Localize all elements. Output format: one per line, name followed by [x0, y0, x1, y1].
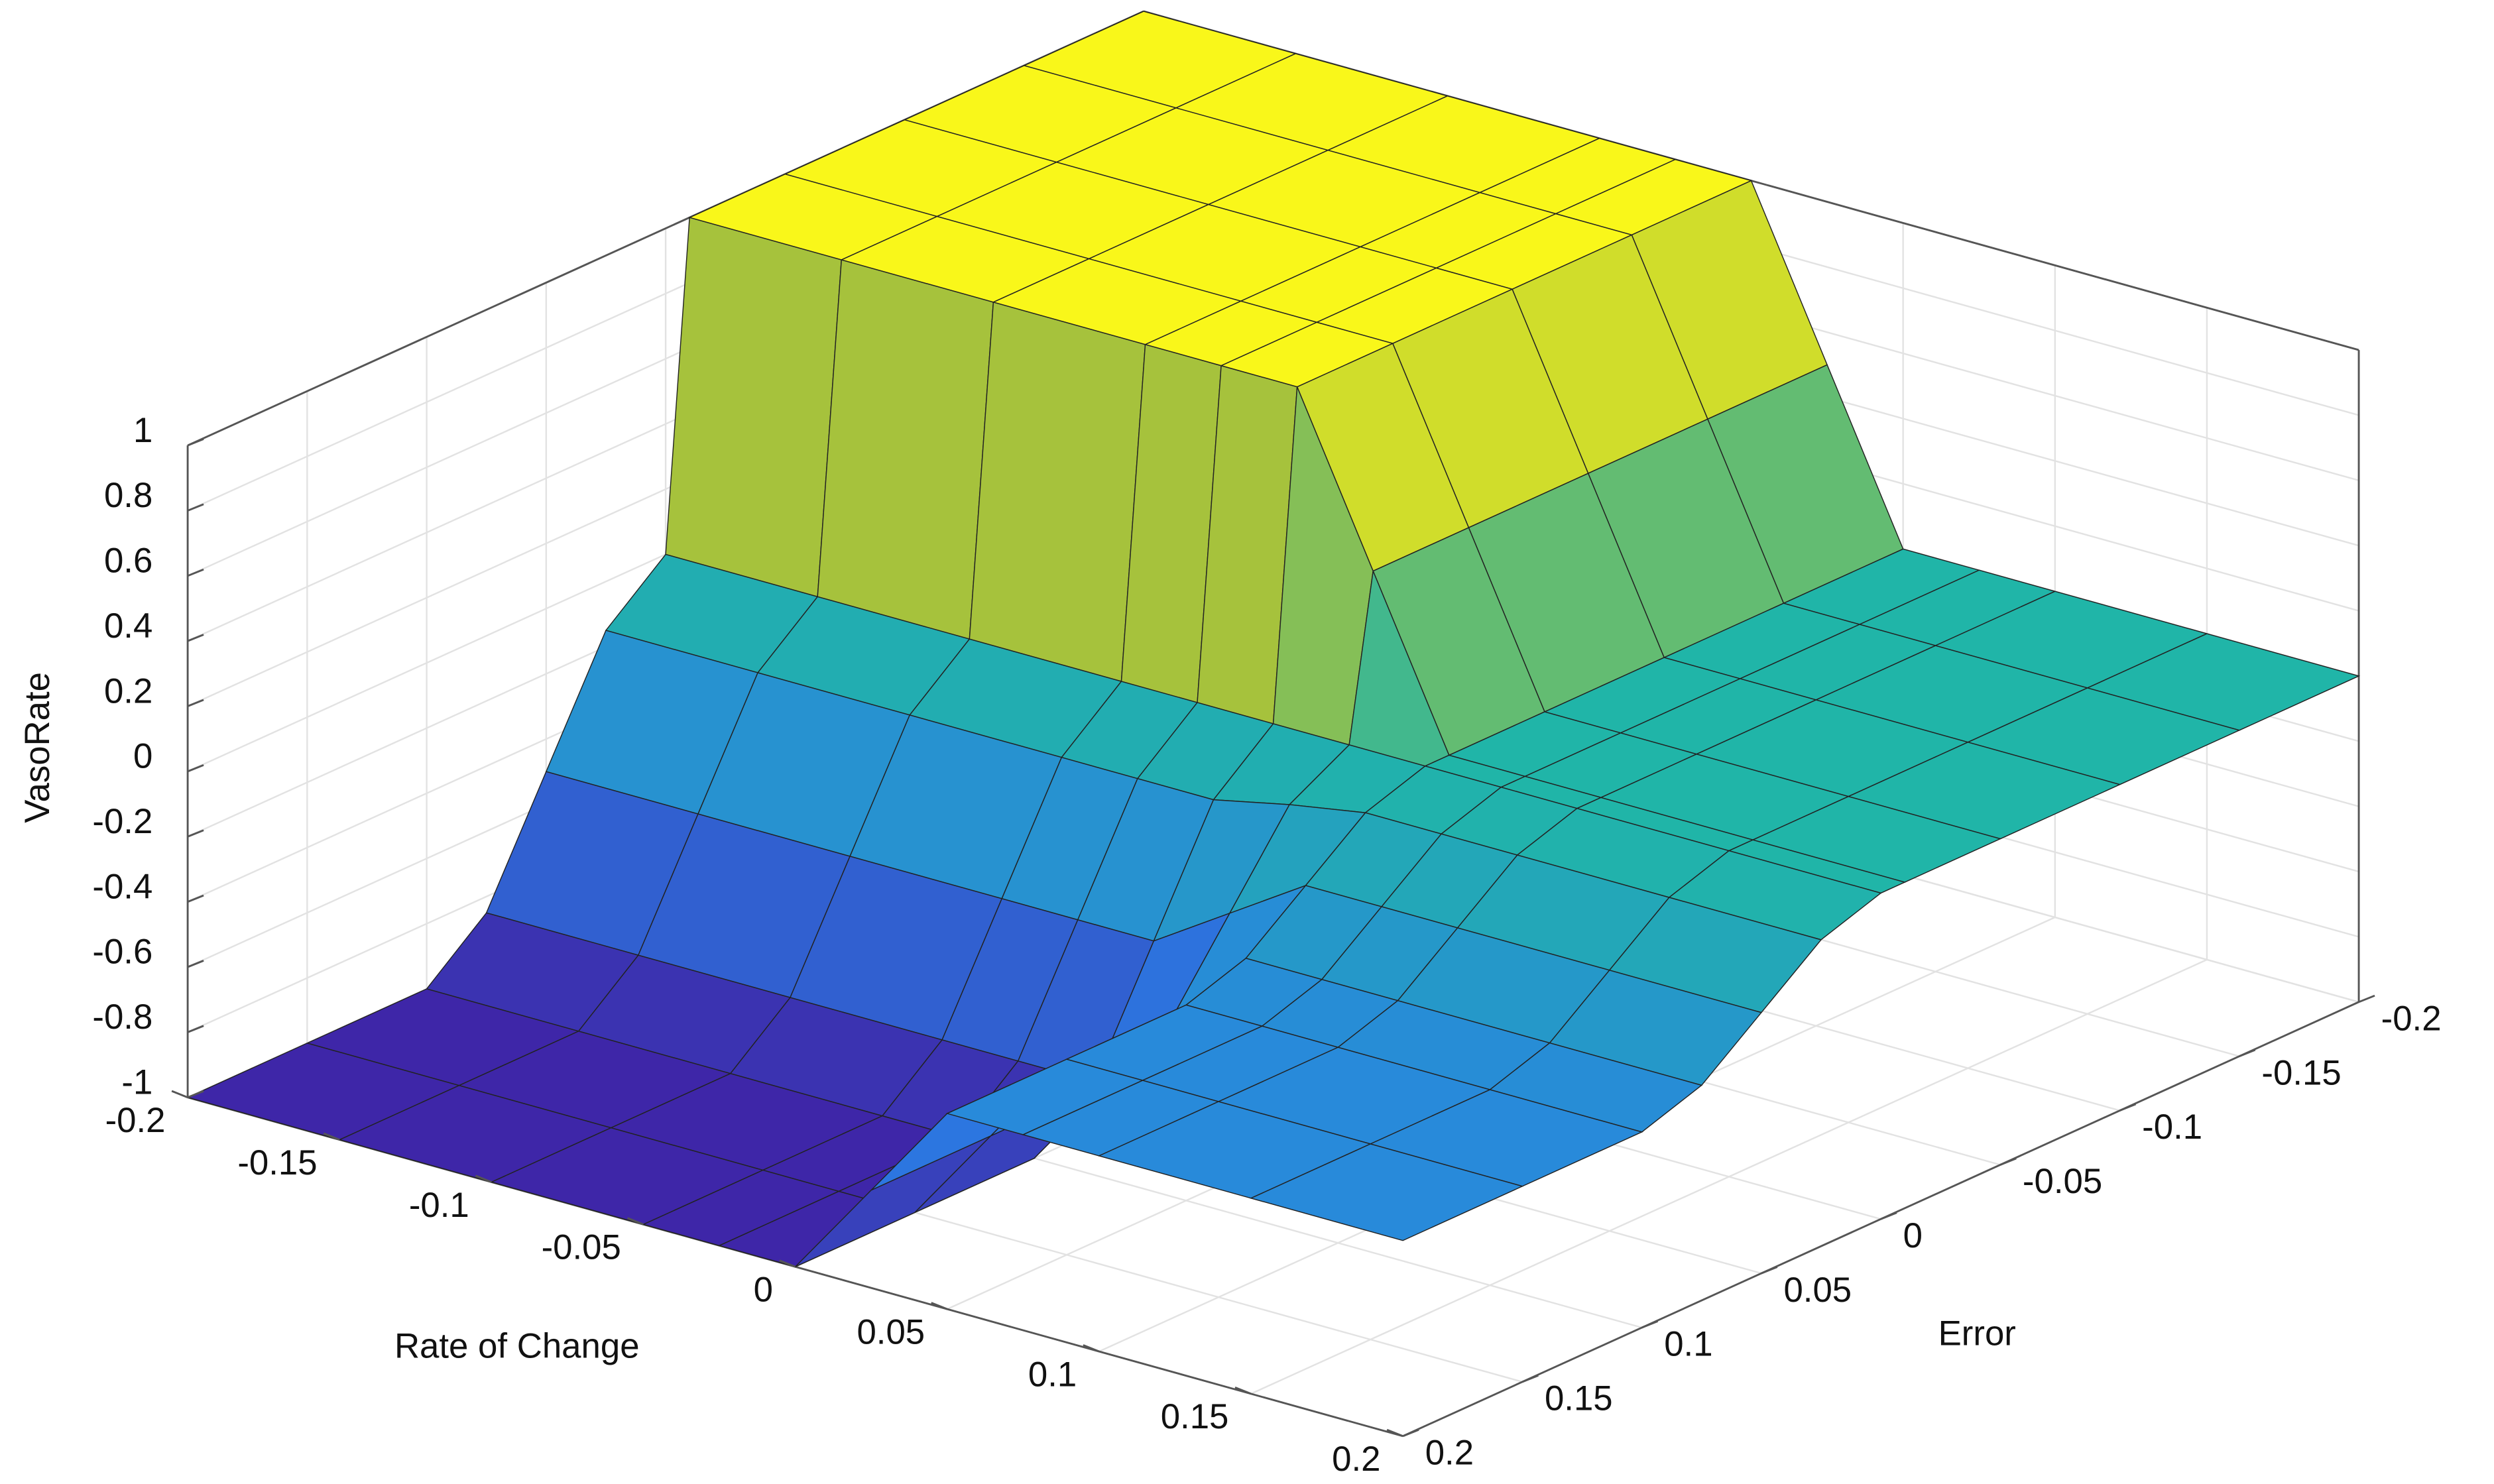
y-axis-label: Error	[1938, 1314, 2016, 1353]
y-tick	[1641, 1320, 1659, 1329]
z-tick	[187, 568, 204, 577]
x-tick-label: -0.15	[237, 1143, 317, 1182]
y-tick	[1402, 1428, 1419, 1438]
x-tick-label: 0.15	[1161, 1397, 1229, 1436]
y-tick-label: -0.05	[2023, 1162, 2102, 1201]
surface-cell	[817, 259, 994, 640]
axes-layer: -0.2 -0.15 -0.1 -0.05 0 0.05 0.1 0.15 0.2 -0.2 -0.…	[92, 411, 2441, 1479]
x-tick	[779, 1259, 796, 1268]
x-tick-label: 0.05	[857, 1312, 925, 1351]
y-tick	[1999, 1157, 2017, 1166]
x-tick	[1083, 1344, 1100, 1353]
y-tick	[2119, 1103, 2137, 1112]
y-tick	[1880, 1212, 1897, 1220]
y-tick	[2358, 994, 2375, 1003]
z-tick	[187, 438, 204, 447]
surface-cell	[665, 217, 843, 598]
x-tick-label: 0	[754, 1271, 773, 1310]
x-tick-label: 0.1	[1028, 1355, 1077, 1394]
surface-cell	[1249, 1143, 1524, 1241]
z-tick-label: 0	[133, 737, 152, 776]
z-tick	[187, 634, 204, 642]
z-tick	[187, 699, 204, 707]
z-tick	[187, 1025, 204, 1033]
z-tick	[187, 960, 204, 968]
z-axis-label: VasoRate	[18, 672, 57, 823]
z-tick-label: -0.8	[92, 998, 152, 1037]
z-tick	[187, 894, 204, 903]
y-tick-label: 0.2	[1425, 1433, 1474, 1472]
z-tick-label: -1	[121, 1062, 152, 1102]
y-tick-label: -0.2	[2381, 999, 2442, 1039]
z-tick-label: 0.6	[104, 542, 152, 581]
y-tick-label: 0.05	[1783, 1271, 1852, 1310]
x-tick-label: -0.1	[409, 1186, 469, 1225]
y-tick-label: -0.15	[2261, 1053, 2341, 1092]
x-axis-label: Rate of Change	[394, 1327, 640, 1366]
z-tick-label: 0.8	[104, 476, 152, 515]
z-tick-label: -0.4	[92, 867, 152, 906]
z-tick	[187, 764, 204, 773]
y-tick	[1521, 1374, 1539, 1383]
z-tick-label: 1	[133, 411, 152, 450]
x-tick	[626, 1217, 644, 1226]
y-tick-label: 0.1	[1664, 1325, 1712, 1364]
z-tick-label: -0.6	[92, 933, 152, 972]
z-tick	[187, 1090, 204, 1099]
y-tick-label: 0	[1903, 1216, 1923, 1255]
x-tick-label: -0.05	[542, 1228, 621, 1267]
x-tick	[323, 1132, 340, 1141]
x-tick-label: 0.2	[1332, 1440, 1380, 1479]
surface	[186, 11, 2361, 1268]
surface-cell	[969, 302, 1146, 682]
z-tick-label: 0.4	[104, 606, 152, 646]
z-tick-label: 0.2	[104, 671, 152, 711]
x-tick	[1386, 1428, 1403, 1438]
x-tick	[931, 1302, 948, 1310]
z-tick	[187, 503, 204, 512]
y-tick-label: -0.1	[2142, 1108, 2202, 1147]
y-tick-label: 0.15	[1545, 1379, 1613, 1418]
x-tick	[475, 1174, 492, 1183]
x-tick	[171, 1090, 188, 1099]
y-tick	[2239, 1049, 2256, 1057]
z-tick	[187, 829, 204, 838]
x-tick	[1234, 1386, 1252, 1395]
z-tick-label: -0.2	[92, 802, 152, 841]
y-tick	[1761, 1266, 1778, 1275]
x-tick-label: -0.2	[105, 1101, 166, 1140]
